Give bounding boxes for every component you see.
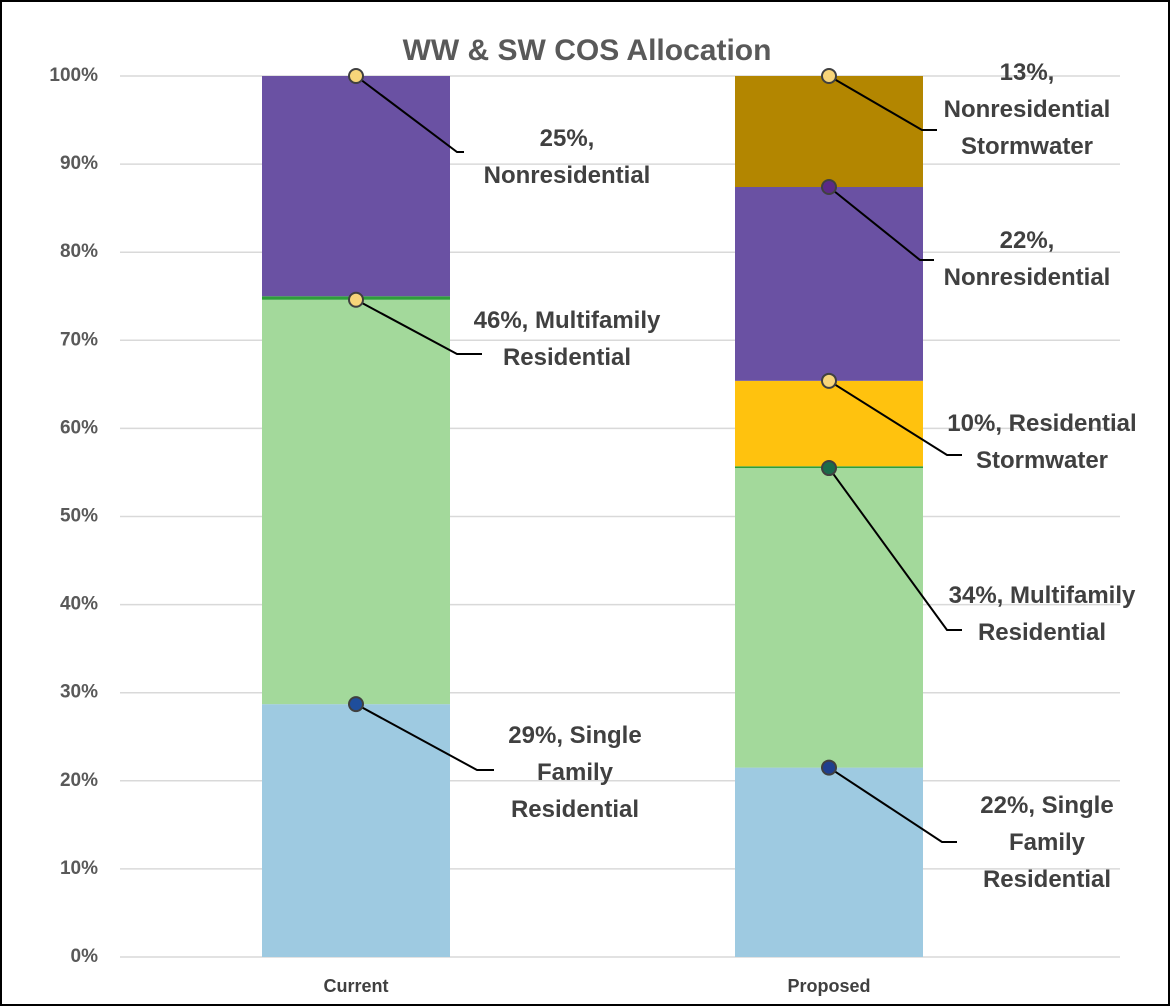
bar-segment: [735, 380, 923, 467]
label-marker: [821, 179, 837, 196]
leader-line: [355, 75, 464, 153]
label-marker: [821, 759, 837, 776]
leader-line: [355, 703, 494, 771]
bar-segment: [735, 76, 923, 188]
leader-line: [828, 75, 937, 131]
label-marker: [821, 68, 837, 84]
bar-segment: [735, 468, 923, 768]
y-tick-label: 80%: [60, 241, 98, 262]
y-tick-label: 100%: [49, 65, 98, 86]
y-tick-label: 0%: [71, 946, 99, 967]
label-marker: [348, 291, 364, 308]
y-tick-label: 40%: [60, 594, 98, 615]
bar-segment: [262, 704, 450, 957]
leader-line: [828, 467, 962, 631]
bar-segment: [262, 76, 450, 297]
y-tick-label: 70%: [60, 329, 98, 350]
leader-line: [355, 298, 482, 355]
data-label: 25%, Nonresidential: [483, 125, 651, 189]
data-label: 22%, Single Family Residential: [980, 792, 1114, 893]
data-label: 22%, Nonresidential: [943, 227, 1111, 291]
data-label: 13%, Nonresidential Stormwater: [943, 59, 1111, 160]
y-tick-label: 10%: [60, 858, 98, 879]
bar-segment: [735, 187, 923, 381]
label-marker: [821, 372, 837, 389]
bar-segment: [262, 299, 450, 705]
leader-line: [828, 379, 962, 456]
data-label: 10%, Residential Stormwater: [947, 410, 1137, 474]
label-marker: [348, 68, 364, 84]
y-tick-label: 90%: [60, 153, 98, 174]
label-marker: [348, 696, 364, 713]
y-tick-label: 30%: [60, 682, 98, 703]
data-label: 34%, Multifamily Residential: [948, 582, 1136, 646]
leader-line: [828, 186, 934, 261]
y-tick-label: 20%: [60, 770, 98, 791]
chart-title: WW & SW COS Allocation: [403, 34, 772, 67]
data-label: 46%, Multifamily Residential: [473, 307, 661, 371]
x-tick-label: Proposed: [787, 976, 870, 996]
y-tick-label: 60%: [60, 417, 98, 438]
data-label: 29%, Single Family Residential: [508, 722, 642, 823]
x-tick-label: Current: [323, 976, 388, 996]
leader-line: [828, 766, 957, 843]
y-tick-label: 50%: [60, 506, 98, 527]
bar-segment: [735, 767, 923, 957]
label-marker: [821, 460, 837, 477]
